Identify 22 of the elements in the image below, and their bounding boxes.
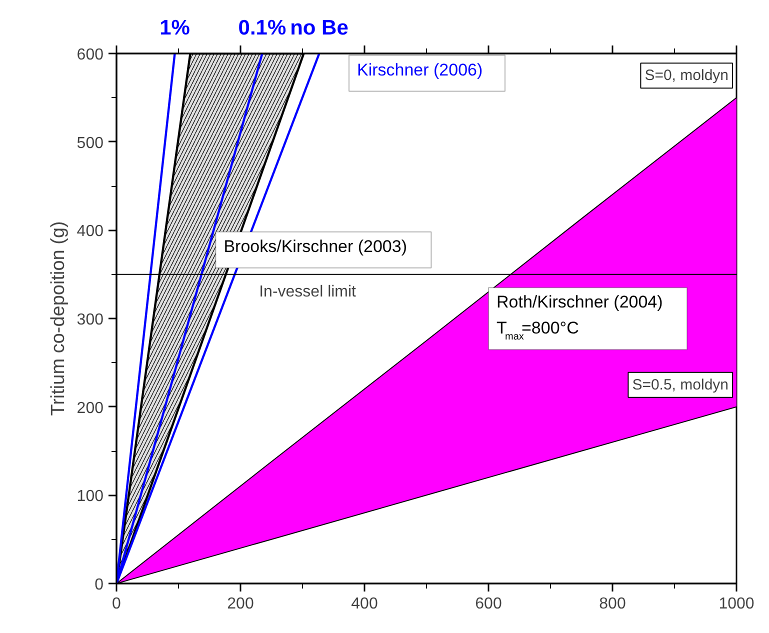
x-tick-label: 400 <box>351 596 378 612</box>
y-tick-label: 400 <box>76 223 104 240</box>
annotation: S=0, moldyn <box>644 67 728 84</box>
annotation: Brooks/Kirschner (2003) <box>224 236 408 256</box>
x-tick-label: 800 <box>599 596 626 612</box>
y-axis-title: Tritium co-depoition (g) <box>48 221 69 416</box>
series-label: no Be <box>290 16 348 40</box>
y-tick-label: 600 <box>76 46 104 64</box>
y-tick-label: 100 <box>76 488 104 506</box>
ref-line-label: In-vessel limit <box>259 283 357 300</box>
x-tick-label: 200 <box>227 596 254 612</box>
annotation: Kirschner (2006) <box>357 60 483 80</box>
x-tick-label: 600 <box>475 596 502 612</box>
y-tick-label: 0 <box>94 576 104 594</box>
annotation: S=0.5, moldyn <box>632 376 729 394</box>
x-tick-label: 0 <box>112 596 122 612</box>
y-tick-label: 200 <box>76 400 104 417</box>
series-label: 0.1% <box>238 16 286 40</box>
x-tick-label: 1000 <box>718 596 754 612</box>
series-label: 1% <box>160 16 190 40</box>
y-tick-label: 300 <box>76 312 104 328</box>
y-tick-label: 500 <box>76 134 104 152</box>
